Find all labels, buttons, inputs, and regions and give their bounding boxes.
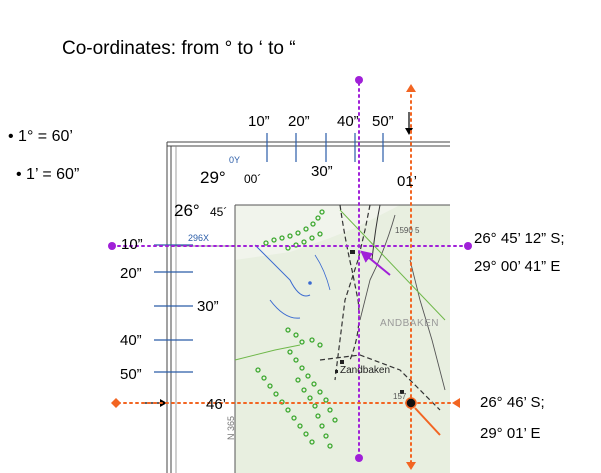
map-place-name: Zandbaken	[340, 365, 391, 376]
map-latitude-minute: 45´	[210, 205, 228, 219]
map-grid-label: 0Y	[229, 155, 241, 165]
top-scale-ticks	[266, 133, 384, 162]
map-longitude-degree: 29°	[200, 168, 226, 187]
purple-endpoints	[108, 76, 472, 462]
left-scale-label-50: 50”	[120, 366, 142, 383]
purple-pointer-arrow	[360, 250, 391, 276]
left-scale-label-20: 20”	[120, 265, 142, 282]
bullet-text: 1’ = 60”	[26, 166, 80, 183]
point1-longitude: 29° 00’ 41” E	[474, 258, 561, 275]
left-scale-label-30: 30”	[197, 298, 219, 315]
map-longitude-minute: 00´	[244, 172, 262, 186]
top-scale-label-10: 10”	[248, 113, 270, 130]
orange-endpoints	[111, 84, 460, 470]
orange-pointer-arrow	[414, 407, 441, 436]
left-scale-label-46-minute: 46’	[206, 396, 227, 413]
left-scale-ticks	[154, 244, 193, 373]
bullet-minute-seconds: • 1’ = 60”	[16, 166, 80, 183]
point2-latitude: 26° 46’ S;	[480, 394, 545, 411]
top-scale-label-01-minute: 01’	[397, 173, 418, 190]
map-side-text: N 365	[226, 415, 236, 440]
bullet-text: 1° = 60’	[18, 128, 73, 145]
map-place-name-faded: ANDBAKEN	[380, 318, 440, 329]
map-spot-height: 157	[393, 392, 407, 401]
left-scale-label-10: 10”	[121, 236, 143, 253]
bullet-degree-minutes: • 1° = 60’	[8, 128, 73, 145]
top-scale-label-50: 50”	[372, 113, 394, 130]
map-latitude-degree: 26°	[174, 201, 200, 220]
target-point	[405, 397, 417, 409]
map-spot-height: 1590 5	[395, 226, 420, 235]
top-scale-label-40: 40”	[337, 113, 359, 130]
purple-guide-lines	[117, 82, 467, 456]
point2-longitude: 29° 01’ E	[480, 425, 541, 442]
map-background	[166, 141, 450, 473]
left-scale-label-40: 40”	[120, 332, 142, 349]
top-scale-marker	[405, 112, 413, 135]
point1-latitude: 26° 45’ 12” S;	[474, 230, 565, 247]
top-scale-label-30: 30”	[311, 163, 333, 180]
map-grid-reference: 296X	[188, 233, 210, 243]
top-scale-label-20: 20”	[288, 113, 310, 130]
page-title: Co-ordinates: from ° to ‘ to “	[62, 38, 296, 59]
